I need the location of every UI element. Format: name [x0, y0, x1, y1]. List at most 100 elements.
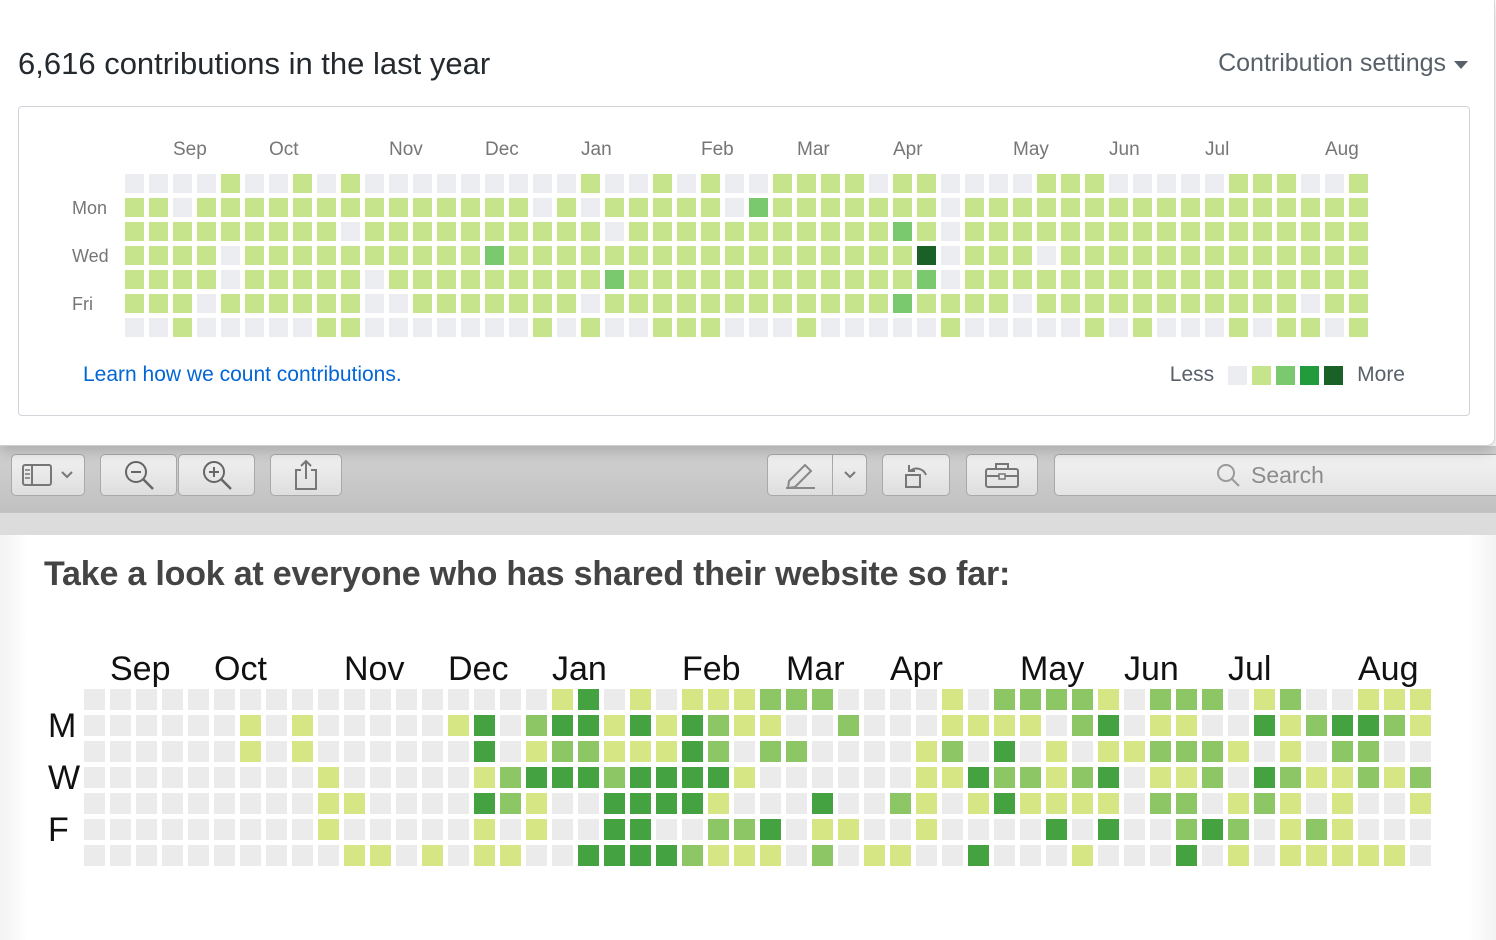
- contribution-day[interactable]: [677, 294, 696, 313]
- contribution-day[interactable]: [630, 689, 651, 710]
- contribution-day[interactable]: [942, 845, 963, 866]
- contribution-day[interactable]: [965, 198, 984, 217]
- contribution-day[interactable]: [197, 222, 216, 241]
- contribution-day[interactable]: [266, 767, 287, 788]
- contribution-day[interactable]: [797, 174, 816, 193]
- contribution-day[interactable]: [1301, 318, 1320, 337]
- contribution-day[interactable]: [1133, 222, 1152, 241]
- contribution-day[interactable]: [474, 845, 495, 866]
- contribution-day[interactable]: [1410, 741, 1431, 762]
- contribution-day[interactable]: [1176, 793, 1197, 814]
- contribution-day[interactable]: [240, 845, 261, 866]
- contribution-day[interactable]: [240, 741, 261, 762]
- contribution-day[interactable]: [821, 174, 840, 193]
- contribution-day[interactable]: [1176, 689, 1197, 710]
- contribution-day[interactable]: [292, 845, 313, 866]
- contribution-day[interactable]: [1253, 246, 1272, 265]
- contribution-day[interactable]: [749, 270, 768, 289]
- contribution-day[interactable]: [605, 270, 624, 289]
- contribution-day[interactable]: [125, 270, 144, 289]
- contribution-day[interactable]: [845, 294, 864, 313]
- contribution-day[interactable]: [581, 174, 600, 193]
- contribution-day[interactable]: [552, 689, 573, 710]
- contribution-day[interactable]: [916, 793, 937, 814]
- contribution-day[interactable]: [653, 246, 672, 265]
- contribution-day[interactable]: [557, 174, 576, 193]
- contribution-day[interactable]: [437, 222, 456, 241]
- contribution-day[interactable]: [266, 793, 287, 814]
- contribution-day[interactable]: [845, 318, 864, 337]
- contribution-day[interactable]: [1020, 715, 1041, 736]
- contribution-day[interactable]: [605, 174, 624, 193]
- contribution-day[interactable]: [1253, 318, 1272, 337]
- contribution-day[interactable]: [869, 246, 888, 265]
- contribution-day[interactable]: [437, 174, 456, 193]
- contribution-day[interactable]: [1013, 294, 1032, 313]
- contribution-day[interactable]: [485, 270, 504, 289]
- contribution-day[interactable]: [864, 819, 885, 840]
- contribution-day[interactable]: [500, 715, 521, 736]
- contribution-day[interactable]: [890, 767, 911, 788]
- contribution-day[interactable]: [221, 270, 240, 289]
- contribution-day[interactable]: [125, 222, 144, 241]
- contribution-day[interactable]: [968, 689, 989, 710]
- contribution-day[interactable]: [812, 845, 833, 866]
- contribution-day[interactable]: [370, 689, 391, 710]
- contribution-day[interactable]: [1061, 174, 1080, 193]
- contribution-day[interactable]: [266, 689, 287, 710]
- contribution-day[interactable]: [1072, 689, 1093, 710]
- contribution-day[interactable]: [917, 198, 936, 217]
- contribution-day[interactable]: [1358, 741, 1379, 762]
- contribution-day[interactable]: [1150, 767, 1171, 788]
- contribution-day[interactable]: [893, 222, 912, 241]
- contribution-day[interactable]: [317, 294, 336, 313]
- contribution-day[interactable]: [370, 767, 391, 788]
- contribution-day[interactable]: [578, 715, 599, 736]
- contribution-day[interactable]: [786, 819, 807, 840]
- contribution-day[interactable]: [1157, 198, 1176, 217]
- contribution-day[interactable]: [293, 246, 312, 265]
- contribution-day[interactable]: [760, 715, 781, 736]
- contribution-day[interactable]: [749, 174, 768, 193]
- contribution-day[interactable]: [448, 689, 469, 710]
- contribution-day[interactable]: [197, 198, 216, 217]
- contribution-day[interactable]: [1349, 270, 1368, 289]
- contribution-day[interactable]: [448, 819, 469, 840]
- rotate-button[interactable]: [882, 454, 950, 496]
- contribution-day[interactable]: [1098, 793, 1119, 814]
- contribution-day[interactable]: [869, 270, 888, 289]
- contribution-day[interactable]: [1098, 715, 1119, 736]
- contribution-day[interactable]: [1157, 174, 1176, 193]
- contribution-day[interactable]: [1301, 294, 1320, 313]
- contribution-day[interactable]: [653, 198, 672, 217]
- contribution-day[interactable]: [1325, 198, 1344, 217]
- contribution-day[interactable]: [965, 222, 984, 241]
- contribution-day[interactable]: [677, 318, 696, 337]
- contribution-day[interactable]: [1072, 741, 1093, 762]
- contribution-day[interactable]: [318, 741, 339, 762]
- contribution-day[interactable]: [1254, 741, 1275, 762]
- contribution-day[interactable]: [629, 270, 648, 289]
- contribution-day[interactable]: [1181, 246, 1200, 265]
- contribution-day[interactable]: [1157, 222, 1176, 241]
- contribution-day[interactable]: [1253, 174, 1272, 193]
- contribution-day[interactable]: [1020, 689, 1041, 710]
- contribution-day[interactable]: [1358, 689, 1379, 710]
- contribution-day[interactable]: [214, 767, 235, 788]
- contribution-day[interactable]: [1109, 174, 1128, 193]
- contribution-day[interactable]: [292, 741, 313, 762]
- contribution-day[interactable]: [1349, 198, 1368, 217]
- contribution-day[interactable]: [968, 819, 989, 840]
- contribution-day[interactable]: [162, 819, 183, 840]
- contribution-day[interactable]: [317, 198, 336, 217]
- contribution-day[interactable]: [821, 198, 840, 217]
- contribution-day[interactable]: [269, 270, 288, 289]
- contribution-day[interactable]: [890, 715, 911, 736]
- contribution-day[interactable]: [869, 222, 888, 241]
- contribution-day[interactable]: [1254, 767, 1275, 788]
- contribution-day[interactable]: [773, 270, 792, 289]
- contribution-day[interactable]: [1229, 174, 1248, 193]
- contribution-day[interactable]: [1013, 222, 1032, 241]
- contribution-day[interactable]: [1133, 246, 1152, 265]
- contribution-day[interactable]: [845, 270, 864, 289]
